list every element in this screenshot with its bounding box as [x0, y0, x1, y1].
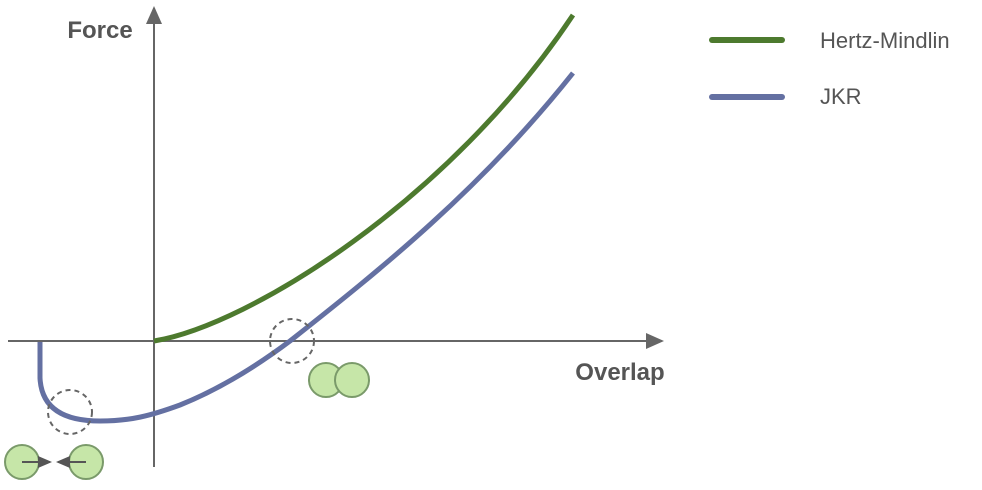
legend-label: JKR [820, 84, 862, 109]
jkr-curve [37, 71, 575, 424]
hertz-mindlin-curve [153, 13, 576, 344]
x-axis-label: Overlap [575, 359, 664, 386]
highlight-circle [47, 389, 93, 435]
highlight-circle [269, 318, 315, 364]
particle [334, 362, 370, 398]
legend-label: Hertz-Mindlin [820, 28, 950, 53]
y-axis-label: Force [67, 17, 132, 44]
